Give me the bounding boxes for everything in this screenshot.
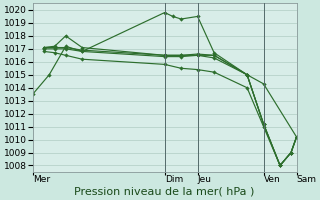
X-axis label: Pression niveau de la mer( hPa ): Pression niveau de la mer( hPa ) [75,187,255,197]
